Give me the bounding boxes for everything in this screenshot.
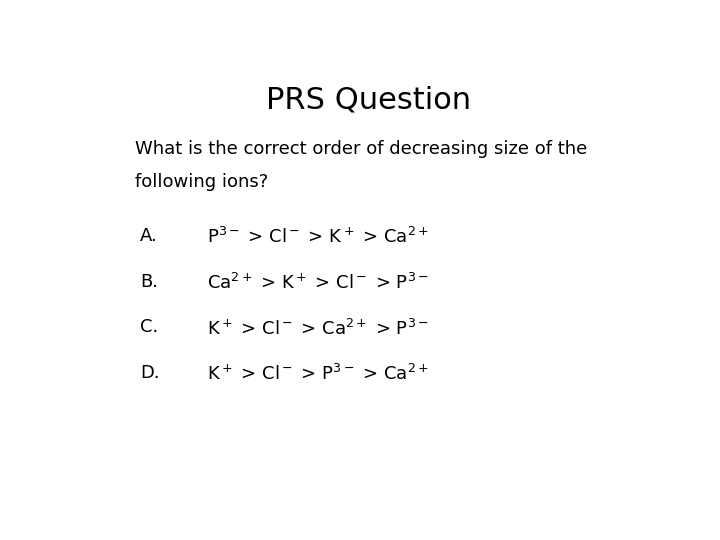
Text: D.: D.: [140, 364, 160, 382]
Text: C.: C.: [140, 319, 158, 336]
Text: $\mathregular{P^{3-}}$ > $\mathregular{Cl^-}$ > $\mathregular{K^+}$ > $\mathregu: $\mathregular{P^{3-}}$ > $\mathregular{C…: [207, 227, 429, 247]
Text: PRS Question: PRS Question: [266, 85, 472, 114]
Text: $\mathregular{Ca^{2+}}$ > $\mathregular{K^+}$ > $\mathregular{Cl^-}$ > $\mathreg: $\mathregular{Ca^{2+}}$ > $\mathregular{…: [207, 273, 429, 293]
Text: following ions?: following ions?: [135, 173, 268, 191]
Text: B.: B.: [140, 273, 158, 291]
Text: $\mathregular{K^+}$ > $\mathregular{Cl^-}$ > $\mathregular{Ca^{2+}}$ > $\mathreg: $\mathregular{K^+}$ > $\mathregular{Cl^-…: [207, 319, 429, 339]
Text: What is the correct order of decreasing size of the: What is the correct order of decreasing …: [135, 140, 587, 158]
Text: $\mathregular{K^+}$ > $\mathregular{Cl^-}$ > $\mathregular{P^{3-}}$ > $\mathregu: $\mathregular{K^+}$ > $\mathregular{Cl^-…: [207, 364, 429, 384]
Text: A.: A.: [140, 227, 158, 245]
